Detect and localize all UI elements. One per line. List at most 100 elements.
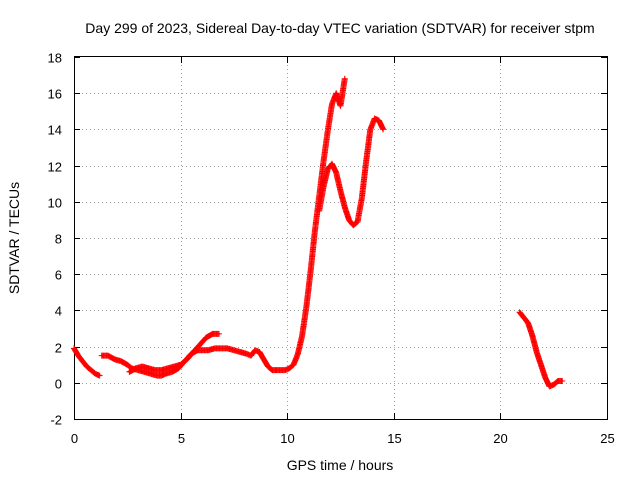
data-point <box>330 162 333 165</box>
data-point <box>200 349 203 352</box>
y-tick-label: 4 <box>55 304 62 319</box>
data-point <box>365 160 368 163</box>
data-point <box>107 354 110 357</box>
y-tick-label: 16 <box>48 87 62 102</box>
data-point <box>143 370 146 373</box>
data-point <box>267 365 270 368</box>
grid <box>74 57 607 419</box>
series-trace <box>71 345 103 379</box>
data-point <box>369 128 372 131</box>
data-point <box>305 305 308 308</box>
data-point <box>309 269 312 272</box>
data-point <box>335 92 338 95</box>
data-point <box>518 311 521 314</box>
data-point <box>220 347 223 350</box>
data-point <box>313 229 316 232</box>
x-tick-label: 20 <box>493 431 507 446</box>
data-point <box>171 370 174 373</box>
data-point <box>284 369 287 372</box>
data-point <box>192 351 195 354</box>
data-point <box>522 316 525 319</box>
y-axis-label: SDTVAR / TECUs <box>6 182 22 294</box>
data-point <box>552 383 555 386</box>
series-segment-5 <box>516 309 566 390</box>
x-tick-label: 0 <box>71 431 78 446</box>
y-tick-label: 12 <box>48 160 62 175</box>
data-point <box>539 363 542 366</box>
data-point <box>382 128 385 131</box>
data-point <box>211 332 214 335</box>
data-point <box>98 374 101 377</box>
data-point <box>556 379 559 382</box>
series-segment-1 <box>71 345 103 379</box>
data-point <box>544 376 547 379</box>
data-point <box>343 77 346 80</box>
data-point <box>166 367 169 370</box>
data-point <box>288 367 291 370</box>
chart-title: Day 299 of 2023, Sidereal Day-to-day VTE… <box>85 20 594 36</box>
data-points <box>71 75 566 390</box>
data-point <box>198 343 201 346</box>
data-point <box>149 372 152 375</box>
y-tick-label: 10 <box>48 196 62 211</box>
plot-frame <box>74 56 608 420</box>
tick-labels: 0 5 10 15 20 25 -2 0 2 4 6 8 10 12 14 16 18 <box>48 51 615 447</box>
data-point <box>322 186 325 189</box>
data-point <box>94 372 97 375</box>
x-axis-label: GPS time / hours <box>287 457 394 473</box>
y-tick-label: -2 <box>50 413 62 428</box>
data-point <box>279 369 282 372</box>
data-point <box>548 385 551 388</box>
y-tick-label: 0 <box>55 377 62 392</box>
data-point <box>147 367 150 370</box>
data-point <box>326 168 329 171</box>
series-segment-4 <box>316 115 387 229</box>
data-point <box>154 369 157 372</box>
data-point <box>531 334 534 337</box>
data-point <box>561 379 564 382</box>
x-tick-label: 5 <box>178 431 185 446</box>
data-point <box>81 360 84 363</box>
data-point <box>128 370 131 373</box>
series-segment-3 <box>126 330 222 375</box>
data-point <box>185 358 188 361</box>
data-point <box>232 349 235 352</box>
data-point <box>322 160 325 163</box>
x-tick-label: 25 <box>600 431 614 446</box>
data-point <box>126 363 129 366</box>
data-point <box>239 351 242 354</box>
y-tick-label: 2 <box>55 341 62 356</box>
data-point <box>356 220 359 223</box>
data-point <box>348 218 351 221</box>
data-point <box>301 334 304 337</box>
data-point <box>535 351 538 354</box>
data-point <box>339 104 342 107</box>
data-point <box>100 354 103 357</box>
x-tick-label: 10 <box>280 431 294 446</box>
data-point <box>226 347 229 350</box>
data-point <box>335 171 338 174</box>
data-point <box>352 224 355 227</box>
data-point <box>207 349 210 352</box>
data-point <box>119 360 122 363</box>
data-point <box>258 351 261 354</box>
data-point <box>205 336 208 339</box>
y-tick-label: 6 <box>55 268 62 283</box>
series-trace <box>98 75 348 379</box>
y-tick-label: 14 <box>48 123 62 138</box>
data-point <box>262 358 265 361</box>
y-tick-label: 18 <box>48 51 62 66</box>
data-point <box>160 369 163 372</box>
data-point <box>249 354 252 357</box>
data-point <box>134 367 137 370</box>
data-point <box>73 347 75 350</box>
data-point <box>90 369 93 372</box>
data-point <box>373 117 376 120</box>
data-point <box>217 332 220 335</box>
data-point <box>271 369 274 372</box>
data-point <box>343 206 346 209</box>
series-trace <box>516 309 566 390</box>
data-point <box>164 372 167 375</box>
x-tick-label: 15 <box>387 431 401 446</box>
